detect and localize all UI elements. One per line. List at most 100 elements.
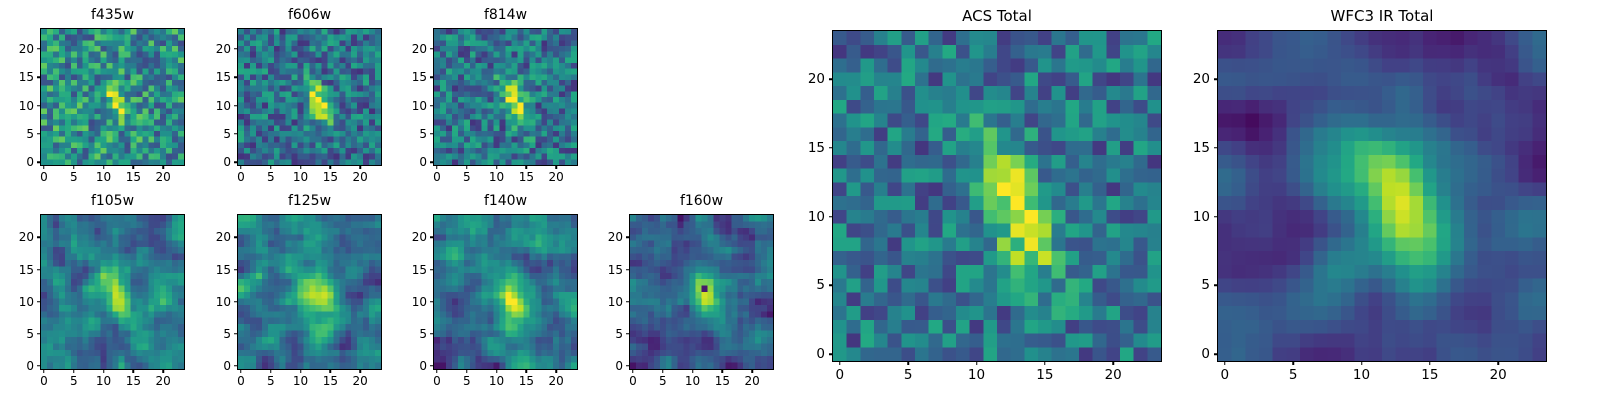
x-tick-mark xyxy=(436,165,438,169)
x-tick-label: 20 xyxy=(548,170,564,184)
y-tick-label: 20 xyxy=(215,230,231,245)
y-tick-label: 10 xyxy=(807,208,825,225)
y-tick-label: 15 xyxy=(215,70,231,85)
y-tick-mark xyxy=(234,133,238,135)
x-tick-label: 15 xyxy=(1421,367,1439,383)
y-tick-label: 0 xyxy=(615,358,623,373)
x-tick-mark xyxy=(43,165,45,169)
x-tick-mark xyxy=(162,165,164,169)
x-tick-label: 0 xyxy=(40,170,48,184)
heatmap-image-wfc3-ir-total xyxy=(1218,31,1546,361)
x-tick-label: 10 xyxy=(95,374,112,388)
x-tick-mark xyxy=(907,361,909,365)
y-tick-label: 5 xyxy=(26,126,34,141)
y-tick-label: 15 xyxy=(807,139,825,156)
x-tick-label: 20 xyxy=(1489,367,1507,383)
x-tick-label: 5 xyxy=(462,170,471,184)
y-tick-label: 15 xyxy=(1192,139,1210,156)
heatmap-image-f814w xyxy=(434,29,577,165)
y-tick-mark xyxy=(37,365,41,367)
x-tick-mark xyxy=(662,369,664,373)
y-tick-label: 20 xyxy=(807,71,825,88)
x-tick-label: 20 xyxy=(155,374,171,388)
x-tick-mark xyxy=(73,369,75,373)
x-tick-mark xyxy=(691,369,694,373)
y-tick-label: 5 xyxy=(223,326,231,341)
y-tick-mark xyxy=(430,104,434,107)
x-tick-mark xyxy=(466,369,468,373)
x-tick-mark xyxy=(240,165,242,169)
x-tick-mark xyxy=(73,165,75,169)
x-tick-mark xyxy=(329,369,332,373)
y-tick-label: 20 xyxy=(18,41,34,56)
heatmap-image-f435w xyxy=(41,29,184,165)
y-tick-label: 20 xyxy=(215,41,231,56)
x-tick-mark xyxy=(1224,361,1226,365)
x-tick-mark xyxy=(1497,361,1499,365)
x-tick-mark xyxy=(359,369,361,373)
y-tick-label: 20 xyxy=(607,230,623,245)
y-tick-label: 10 xyxy=(18,98,34,113)
x-tick-label: 20 xyxy=(548,374,564,388)
panel-f140w: f140w 0 5 10 15 20 0 5 10 15 20 xyxy=(412,193,578,388)
x-tick-mark xyxy=(525,369,528,373)
x-tick-label: 0 xyxy=(237,374,245,388)
x-tick-mark xyxy=(329,165,332,169)
x-tick-label: 10 xyxy=(488,374,505,388)
y-tick-mark xyxy=(234,48,238,50)
x-tick-mark xyxy=(359,165,361,169)
y-tick-label: 0 xyxy=(419,358,427,373)
x-tick-label: 0 xyxy=(1220,367,1230,383)
x-tick-label: 0 xyxy=(835,367,845,383)
x-tick-mark xyxy=(1429,361,1431,365)
y-tick-mark xyxy=(626,268,630,271)
panel-title: f606w xyxy=(287,6,332,23)
y-tick-label: 0 xyxy=(419,155,427,170)
panel-title: WFC3 IR Total xyxy=(1330,6,1434,25)
y-tick-mark xyxy=(626,365,630,367)
x-tick-label: 0 xyxy=(433,374,441,388)
y-tick-mark xyxy=(430,48,434,50)
panel-f814w: f814w 0 5 10 15 20 0 5 10 15 20 xyxy=(412,7,578,184)
y-tick-label: 10 xyxy=(215,98,231,113)
y-tick-mark xyxy=(234,332,238,335)
y-tick-mark xyxy=(829,215,833,218)
panel-title: f125w xyxy=(287,192,332,209)
y-tick-label: 10 xyxy=(411,98,427,113)
y-tick-mark xyxy=(37,76,41,78)
y-tick-mark xyxy=(1214,284,1218,287)
x-tick-mark xyxy=(839,361,841,365)
y-tick-label: 10 xyxy=(18,294,34,309)
x-tick-label: 5 xyxy=(266,170,275,184)
y-tick-label: 10 xyxy=(1192,208,1210,225)
x-tick-mark xyxy=(1044,361,1046,365)
x-tick-mark xyxy=(270,369,272,373)
x-tick-label: 5 xyxy=(462,374,471,388)
x-tick-mark xyxy=(132,165,135,169)
x-tick-label: 10 xyxy=(95,170,112,184)
x-tick-label: 20 xyxy=(744,374,760,388)
y-tick-label: 5 xyxy=(816,277,825,294)
y-tick-mark xyxy=(37,300,41,303)
y-tick-label: 20 xyxy=(18,230,34,245)
y-tick-label: 15 xyxy=(215,262,231,277)
x-tick-label: 20 xyxy=(155,170,171,184)
panel-acs-total: ACS Total 0 5 10 15 20 0 5 10 15 20 xyxy=(808,7,1162,383)
y-tick-label: 0 xyxy=(26,155,34,170)
y-tick-mark xyxy=(430,365,434,367)
x-tick-label: 0 xyxy=(629,374,637,388)
panel-title: f160w xyxy=(679,192,724,209)
y-tick-mark xyxy=(234,104,238,107)
panel-title: ACS Total xyxy=(962,6,1032,25)
x-tick-mark xyxy=(102,165,105,169)
y-tick-mark xyxy=(829,284,833,287)
y-tick-mark xyxy=(37,48,41,50)
panel-f105w: f105w 0 5 10 15 20 0 5 10 15 20 xyxy=(19,193,185,388)
x-tick-label: 20 xyxy=(352,374,368,388)
y-tick-mark xyxy=(234,76,238,78)
x-tick-label: 15 xyxy=(125,374,141,388)
x-tick-label: 5 xyxy=(266,374,275,388)
y-tick-mark xyxy=(1214,78,1218,80)
x-tick-mark xyxy=(466,165,468,169)
y-tick-label: 0 xyxy=(1201,346,1210,363)
